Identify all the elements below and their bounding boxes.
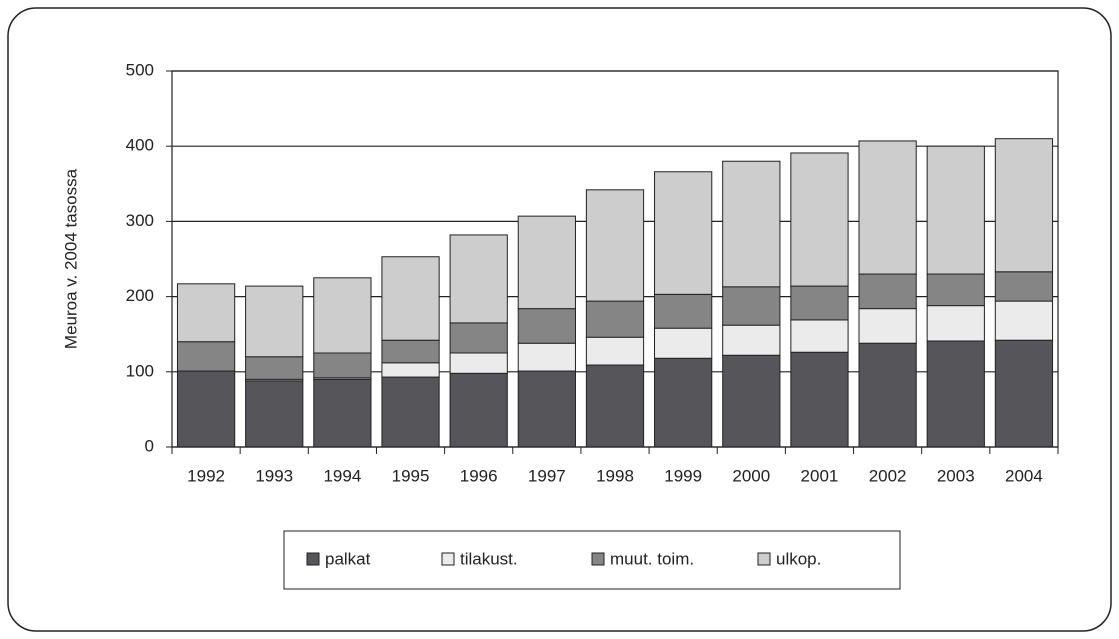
- y-axis-label: Meuroa v. 2004 tasossa: [61, 168, 80, 349]
- bar-segment: [449, 322, 508, 354]
- bar-segment: [176, 341, 236, 372]
- bar-segment: [245, 380, 304, 448]
- bar-segment: [313, 277, 372, 354]
- bar-segment: [517, 308, 576, 344]
- x-tick-label: 1996: [460, 466, 498, 485]
- bar-segment: [245, 356, 304, 380]
- bar-segment: [926, 305, 985, 342]
- x-tick-label: 2001: [801, 466, 839, 485]
- y-tick-label: 100: [126, 361, 154, 380]
- bar-segment: [585, 364, 645, 448]
- bar-segment: [381, 376, 440, 448]
- bar-segment: [858, 273, 917, 310]
- x-tick-label: 1999: [664, 466, 702, 485]
- bar-segment: [790, 152, 849, 287]
- x-tick-label: 1997: [528, 466, 566, 485]
- x-tick-label: 1993: [255, 466, 293, 485]
- legend-label: palkat: [325, 549, 371, 568]
- bar-segment: [994, 138, 1054, 273]
- legend-label: muut. toim.: [610, 549, 694, 568]
- bar-segment: [381, 339, 440, 364]
- bar-segment: [926, 145, 985, 275]
- bar-segment: [176, 283, 236, 343]
- bar-segment: [858, 140, 917, 275]
- bar-segment: [585, 300, 645, 338]
- x-tick-label: 2002: [869, 466, 907, 485]
- bar-segment: [722, 354, 781, 448]
- y-tick-label: 400: [126, 136, 154, 155]
- bar-segment: [517, 370, 576, 448]
- bar-segment: [517, 342, 576, 372]
- x-tick-label: 2004: [1005, 466, 1043, 485]
- bar-segment: [654, 171, 713, 295]
- legend-label: tilakust.: [460, 549, 518, 568]
- legend-label: ulkop.: [776, 549, 821, 568]
- bar-segment: [654, 357, 713, 448]
- legend-swatch: [757, 552, 771, 566]
- bar-segment: [449, 352, 508, 374]
- legend-swatch: [441, 552, 455, 566]
- bar-segment: [858, 342, 917, 448]
- bar-segment: [449, 372, 508, 448]
- bar-segment: [585, 336, 645, 366]
- bar-segment: [994, 339, 1054, 448]
- y-tick-label: 300: [126, 211, 154, 230]
- bar-segment: [722, 286, 781, 326]
- y-tick-label: 500: [126, 60, 154, 79]
- y-tick-label: 200: [126, 286, 154, 305]
- bar-segment: [381, 362, 440, 378]
- bar-segment: [790, 319, 849, 353]
- bar-segment: [654, 327, 713, 359]
- bar-segment: [790, 351, 849, 448]
- y-tick-label: 0: [145, 436, 154, 455]
- x-tick-label: 2000: [732, 466, 770, 485]
- x-tick-label: 1998: [596, 466, 634, 485]
- bar-segment: [313, 352, 372, 379]
- bar-segment: [722, 160, 781, 288]
- legend-swatch: [591, 552, 605, 566]
- bar-segment: [926, 340, 985, 448]
- bar-segment: [994, 300, 1054, 341]
- bar-segment: [517, 215, 576, 310]
- bar-segment: [654, 293, 713, 329]
- bar-segment: [245, 285, 304, 358]
- bar-segment: [381, 256, 440, 341]
- x-tick-label: 1994: [323, 466, 361, 485]
- bar-segment: [176, 370, 236, 448]
- plot-border: [171, 70, 1059, 448]
- legend-swatch: [306, 552, 320, 566]
- bar-segment: [722, 324, 781, 356]
- bar-segment: [790, 285, 849, 321]
- bar-segment: [994, 271, 1054, 302]
- bar-segment: [585, 189, 645, 302]
- bar-segment: [449, 234, 508, 324]
- bar-segment: [926, 273, 985, 307]
- bar-segment: [313, 378, 372, 448]
- bar-segment: [858, 308, 917, 344]
- x-tick-label: 1992: [187, 466, 225, 485]
- x-tick-label: 2003: [937, 466, 975, 485]
- x-tick-label: 1995: [392, 466, 430, 485]
